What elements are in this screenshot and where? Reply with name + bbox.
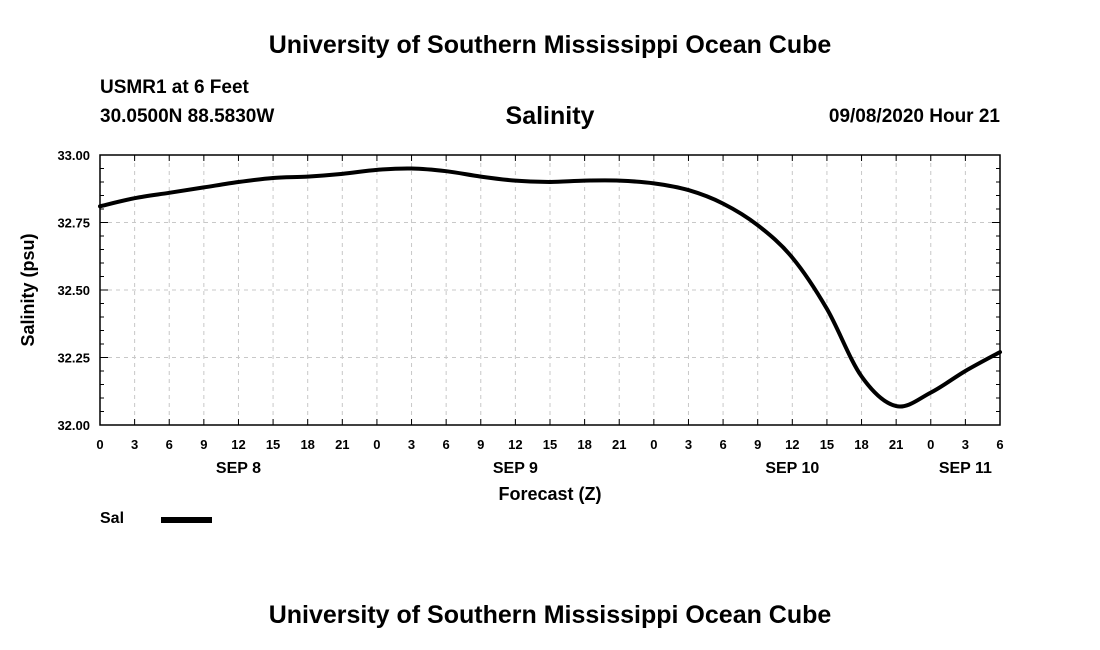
- day-label: SEP 11: [939, 460, 992, 477]
- x-tick-label: 9: [200, 437, 207, 452]
- x-tick-label: 15: [543, 437, 557, 452]
- legend-swatch-sal: [161, 517, 212, 523]
- x-tick-label: 6: [166, 437, 173, 452]
- station-coordinates: 30.0500N 88.5830W: [100, 106, 275, 127]
- x-tick-label: 12: [508, 437, 522, 452]
- day-label: SEP 8: [216, 460, 261, 477]
- x-tick-label: 0: [650, 437, 657, 452]
- x-tick-label: 12: [231, 437, 245, 452]
- x-tick-label: 6: [719, 437, 726, 452]
- x-tick-label: 6: [443, 437, 450, 452]
- x-tick-label: 9: [754, 437, 761, 452]
- x-tick-label: 0: [96, 437, 103, 452]
- x-tick-label: 18: [854, 437, 868, 452]
- issue-datetime: 09/08/2020 Hour 21: [828, 106, 1000, 127]
- x-tick-label: 9: [477, 437, 484, 452]
- grid-lines: [100, 155, 1000, 425]
- x-tick-label: 3: [408, 437, 415, 452]
- x-tick-label: 12: [785, 437, 799, 452]
- x-tick-label: 18: [577, 437, 591, 452]
- x-tick-label: 21: [335, 437, 349, 452]
- x-axis-title: Forecast (Z): [498, 484, 601, 504]
- station-name: USMR1 at 6 Feet: [100, 77, 249, 98]
- x-tick-label: 3: [962, 437, 969, 452]
- x-tick-label: 0: [373, 437, 380, 452]
- y-tick-label: 32.50: [57, 283, 90, 298]
- x-tick-label: 0: [927, 437, 934, 452]
- x-tick-label: 18: [300, 437, 314, 452]
- x-tick-label: 6: [996, 437, 1003, 452]
- x-tick-label: 3: [685, 437, 692, 452]
- y-axis-title: Salinity (psu): [18, 233, 38, 346]
- x-tick-label: 15: [820, 437, 834, 452]
- series-line-sal: [98, 166, 1002, 409]
- y-tick-label: 32.75: [57, 216, 90, 231]
- x-tick-label: 21: [889, 437, 903, 452]
- x-tick-label: 21: [612, 437, 626, 452]
- y-tick-label: 32.25: [57, 351, 90, 366]
- page-title: University of Southern Mississippi Ocean…: [268, 31, 832, 59]
- day-label: SEP 9: [493, 460, 538, 477]
- y-tick-label: 33.00: [57, 148, 90, 163]
- day-label: SEP 10: [765, 460, 819, 477]
- x-tick-label: 3: [131, 437, 138, 452]
- footer-title: University of Southern Mississippi Ocean…: [268, 601, 832, 629]
- legend-label-sal: Sal: [100, 510, 125, 527]
- x-tick-label: 15: [266, 437, 280, 452]
- axis-ticks: [99, 154, 1001, 426]
- y-tick-label: 32.00: [57, 418, 90, 433]
- axis-labels: 0 3 6 9 12 15 18 21 0 3 6 9 12 15 18 21 0 3 6 9 12 15 18 21 0 3 6 3…: [18, 148, 1004, 504]
- chart-title: Salinity: [505, 102, 595, 130]
